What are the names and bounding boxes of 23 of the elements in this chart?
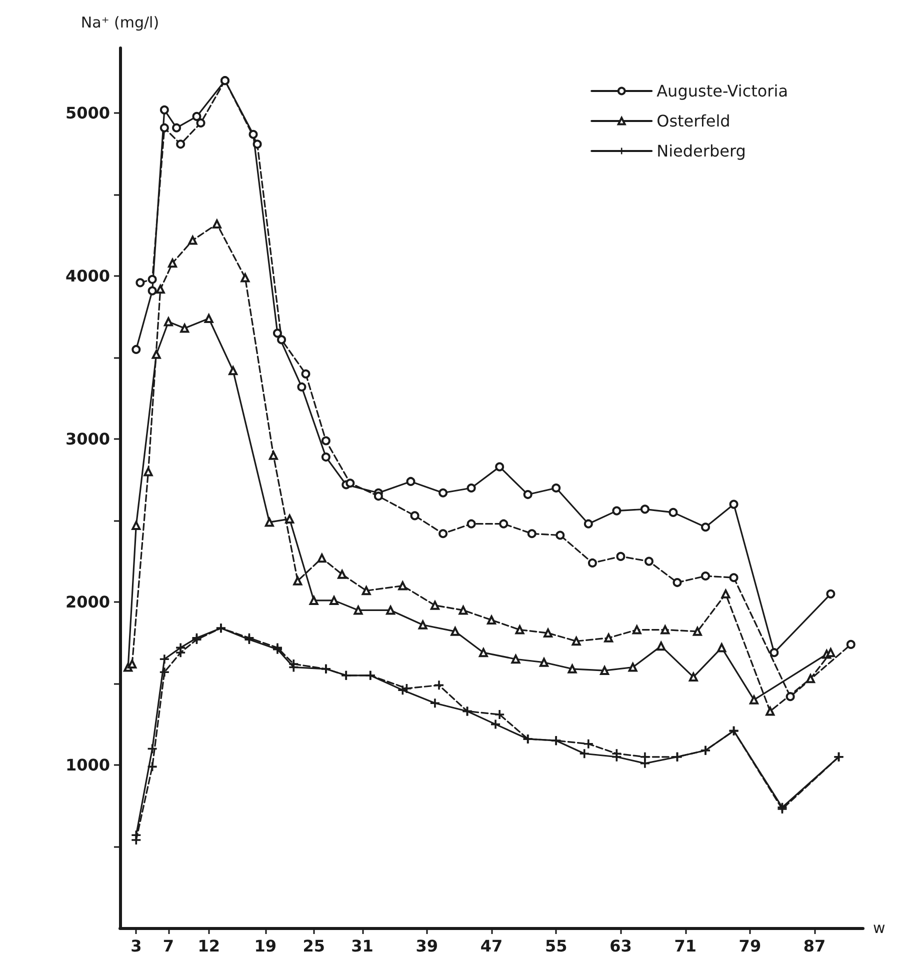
legend-label: Auguste-Victoria <box>656 82 788 100</box>
x-tick-label: 87 <box>803 936 826 956</box>
x-axis-title: w <box>873 919 886 937</box>
x-tick-label: 63 <box>610 936 632 956</box>
x-tick-label: 25 <box>302 936 325 956</box>
y-tick-label: 2000 <box>65 592 110 612</box>
y-tick-label: 4000 <box>65 266 110 286</box>
x-tick-label: 47 <box>480 936 503 956</box>
legend-label: Niederberg <box>656 142 746 160</box>
x-tick-label: 12 <box>198 936 220 956</box>
y-tick-label: 3000 <box>65 430 110 449</box>
y-axis-title: Na⁺ (mg/l) <box>80 14 160 32</box>
x-tick-label: 31 <box>351 936 374 956</box>
x-tick-label: 79 <box>738 936 762 956</box>
x-tick-label: 19 <box>254 936 276 956</box>
x-tick-label: 7 <box>162 936 174 956</box>
legend-label: Osterfeld <box>656 112 730 130</box>
y-tick-label: 5000 <box>65 104 110 123</box>
x-tick-label: 55 <box>544 936 568 956</box>
y-tick-label: 1000 <box>65 756 110 775</box>
x-tick-label: 71 <box>674 936 696 956</box>
x-tick-label: 3 <box>130 936 142 956</box>
x-tick-label: 39 <box>416 936 438 956</box>
